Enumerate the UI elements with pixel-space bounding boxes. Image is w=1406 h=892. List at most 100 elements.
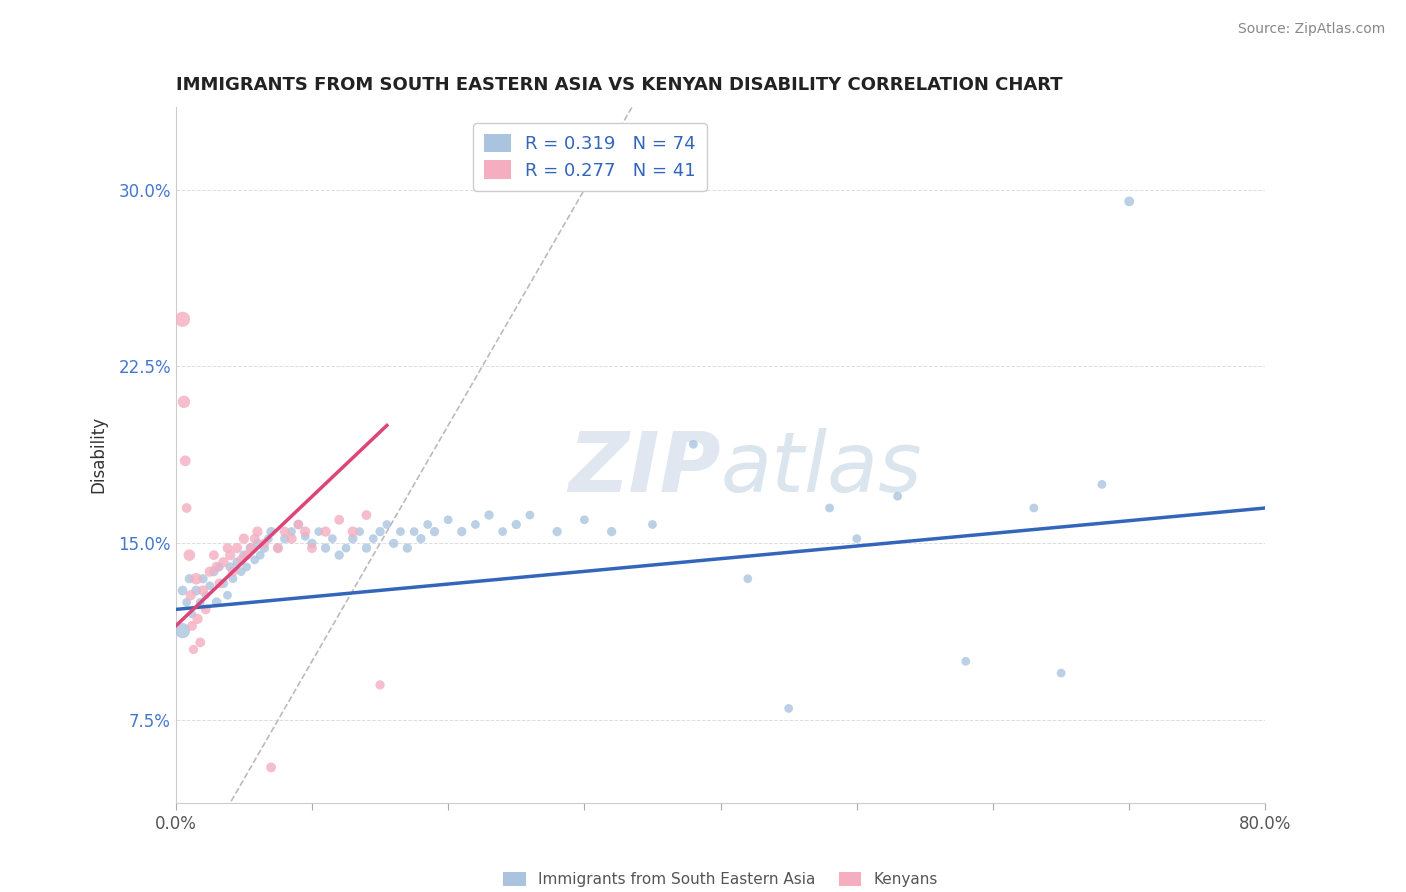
Point <box>217 541 239 555</box>
Point <box>382 536 405 550</box>
Text: Source: ZipAtlas.com: Source: ZipAtlas.com <box>1237 22 1385 37</box>
Point <box>176 500 198 515</box>
Point <box>342 524 364 539</box>
Point <box>845 532 868 546</box>
Y-axis label: Disability: Disability <box>89 417 107 493</box>
Point <box>335 541 357 555</box>
Point <box>180 588 202 602</box>
Point <box>1050 666 1073 681</box>
Point <box>308 524 330 539</box>
Point <box>274 524 297 539</box>
Point <box>191 572 214 586</box>
Point <box>176 595 198 609</box>
Point <box>239 541 262 555</box>
Point <box>349 524 371 539</box>
Point <box>1022 500 1045 515</box>
Point <box>212 576 235 591</box>
Point <box>294 529 316 543</box>
Point <box>260 524 283 539</box>
Point <box>235 548 257 562</box>
Point <box>205 560 228 574</box>
Point <box>641 517 664 532</box>
Point <box>186 572 208 586</box>
Point <box>249 548 271 562</box>
Point <box>361 532 384 546</box>
Point <box>315 541 337 555</box>
Point <box>243 532 266 546</box>
Point <box>194 588 217 602</box>
Point <box>222 572 245 586</box>
Text: IMMIGRANTS FROM SOUTH EASTERN ASIA VS KENYAN DISABILITY CORRELATION CHART: IMMIGRANTS FROM SOUTH EASTERN ASIA VS KE… <box>176 77 1063 95</box>
Point <box>267 541 290 555</box>
Point <box>179 572 201 586</box>
Point <box>172 312 194 326</box>
Point <box>682 437 704 451</box>
Point <box>208 560 231 574</box>
Point <box>179 548 201 562</box>
Point <box>818 500 841 515</box>
Point <box>437 513 460 527</box>
Point <box>208 576 231 591</box>
Point <box>546 524 568 539</box>
Point <box>198 579 221 593</box>
Text: atlas: atlas <box>721 428 922 509</box>
Point <box>478 508 501 522</box>
Point <box>287 517 309 532</box>
Point <box>315 524 337 539</box>
Point <box>246 536 269 550</box>
Point <box>342 532 364 546</box>
Point <box>219 548 242 562</box>
Point <box>231 553 253 567</box>
Point <box>217 588 239 602</box>
Point <box>181 607 204 621</box>
Point <box>232 548 254 562</box>
Point <box>505 517 527 532</box>
Point <box>253 536 276 550</box>
Point <box>260 760 283 774</box>
Point <box>294 524 316 539</box>
Point <box>416 517 439 532</box>
Point <box>257 532 280 546</box>
Point <box>194 602 217 616</box>
Point <box>232 532 254 546</box>
Point <box>172 583 194 598</box>
Point <box>492 524 515 539</box>
Point <box>235 560 257 574</box>
Point <box>280 524 302 539</box>
Point <box>231 565 253 579</box>
Point <box>955 654 977 668</box>
Point <box>450 524 472 539</box>
Point <box>274 532 297 546</box>
Point <box>737 572 759 586</box>
Point <box>409 532 432 546</box>
Point <box>243 553 266 567</box>
Point <box>321 532 343 546</box>
Point <box>226 555 249 569</box>
Point <box>368 678 391 692</box>
Point <box>464 517 486 532</box>
Point <box>1118 194 1140 209</box>
Point <box>181 619 204 633</box>
Point <box>205 595 228 609</box>
Point <box>1091 477 1114 491</box>
Point <box>886 489 908 503</box>
Point <box>389 524 412 539</box>
Point <box>301 536 323 550</box>
Point <box>188 595 211 609</box>
Point <box>368 524 391 539</box>
Point <box>202 565 225 579</box>
Point <box>183 642 205 657</box>
Text: ZIP: ZIP <box>568 428 721 509</box>
Point <box>356 508 378 522</box>
Point <box>212 555 235 569</box>
Point <box>186 612 209 626</box>
Point <box>600 524 623 539</box>
Point <box>191 583 214 598</box>
Point <box>253 541 276 555</box>
Point <box>519 508 541 522</box>
Point <box>328 548 350 562</box>
Point <box>172 624 194 638</box>
Point <box>396 541 419 555</box>
Point <box>222 565 245 579</box>
Point <box>219 560 242 574</box>
